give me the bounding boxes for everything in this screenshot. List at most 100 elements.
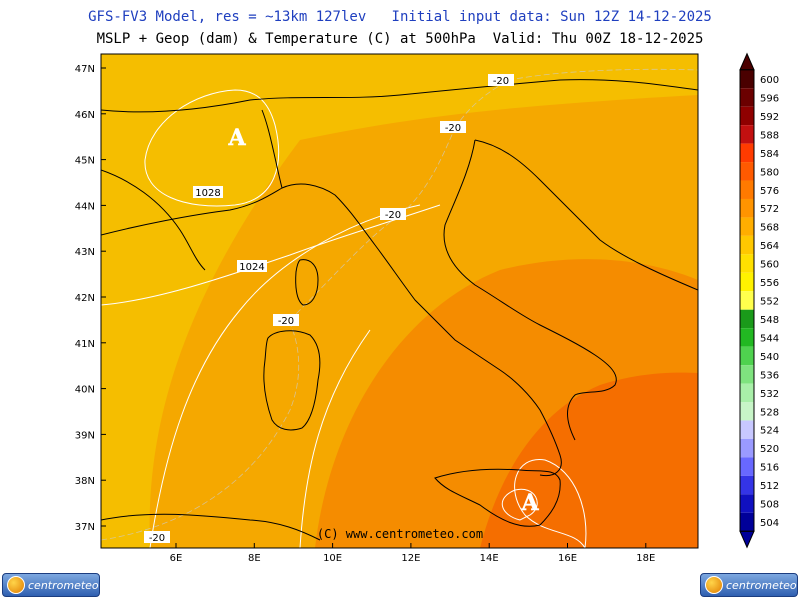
latitude-label: 44N	[75, 201, 95, 212]
colorbar-label: 576	[760, 186, 779, 197]
colorbar-swatch	[740, 235, 754, 255]
isobar-inner-south	[502, 488, 538, 521]
colorbar-label: 572	[760, 204, 779, 215]
latitude-label: 42N	[75, 293, 95, 304]
isobar-1024b	[149, 204, 421, 548]
longitude-label: 10E	[323, 553, 342, 564]
colorbar-label: 548	[760, 315, 779, 326]
north-africa-coast	[101, 513, 321, 541]
colorbar-bottom-arrow	[739, 530, 755, 549]
latitude-label: 41N	[75, 339, 95, 350]
colorbar-label: 552	[760, 297, 779, 308]
colorbar-label: 556	[760, 278, 779, 289]
colorbar-label: 504	[760, 518, 779, 529]
colorbar-label: 508	[760, 500, 779, 511]
latitude-label: 46N	[75, 110, 95, 121]
longitude-label: 16E	[558, 553, 577, 564]
colorbar-label: 540	[760, 352, 779, 363]
latitude-label: 45N	[75, 156, 95, 167]
coastlines-borders	[101, 79, 698, 541]
colorbar-swatch	[740, 272, 754, 292]
latitude-label: 47N	[75, 64, 95, 75]
high-pressure-marker: A	[227, 125, 246, 151]
isobar-1028	[144, 89, 280, 207]
isobar-label: 1024	[239, 262, 264, 273]
chart-subtitle: MSLP + Geop (dam) & Temperature (C) at 5…	[96, 31, 704, 47]
colorbar-swatch	[740, 198, 754, 218]
colorbar-swatch	[740, 512, 754, 532]
logo-left-text: centrometeo	[28, 578, 99, 592]
longitude-label: 14E	[480, 553, 499, 564]
temp-contour-b	[289, 127, 456, 321]
isobar-label: 1028	[195, 188, 220, 199]
globe-icon	[7, 576, 25, 594]
colorbar-label: 512	[760, 481, 779, 492]
colorbar-label: 600	[760, 75, 779, 86]
temp-label: -20	[278, 316, 294, 327]
isobar-label-group: 1028 1024	[193, 186, 267, 273]
temp-label: -20	[385, 210, 401, 221]
colorbar-label: 564	[760, 241, 779, 252]
france-coast	[101, 169, 206, 271]
colorbar-swatch	[740, 383, 754, 403]
logo-right-text: centrometeo	[726, 578, 797, 592]
colorbar-swatch	[740, 420, 754, 439]
colorbar-label: 544	[760, 333, 779, 344]
colorbar-swatch	[740, 475, 754, 495]
temp-label-group: -20 -20 -20 -20 -20	[144, 74, 514, 544]
colorbar-swatch	[740, 88, 754, 107]
colorbar-swatch	[740, 254, 754, 273]
isobar-1020	[299, 329, 371, 548]
colorbar-label: 592	[760, 112, 779, 123]
colorbar-swatch	[740, 494, 754, 513]
colorbar-swatch	[740, 69, 754, 89]
temp-label: -20	[149, 533, 165, 544]
high-pressure-marker: A	[520, 490, 539, 516]
colorbar-swatch	[740, 125, 754, 144]
latitude-labels: 47N 46N 45N 44N 43N 42N 41N 40N 39N 38N 37N	[75, 64, 106, 533]
map-frame	[100, 53, 699, 549]
colorbar-label: 560	[760, 260, 779, 271]
latitude-label: 40N	[75, 385, 95, 396]
colorbar-swatch	[740, 438, 754, 458]
temp-contour-a	[101, 314, 299, 541]
geop-zone-576	[480, 372, 698, 548]
latitude-label: 37N	[75, 522, 95, 533]
geopotential-colorbar: 600 596 592 588 584 580 576 572 568 564 560 556 552 5…	[739, 52, 779, 549]
colorbar-swatch	[740, 457, 754, 476]
colorbar-label: 516	[760, 463, 779, 474]
temp-label: -20	[445, 123, 461, 134]
isobar-1024	[101, 204, 441, 306]
temp-label: -20	[493, 76, 509, 87]
colorbar-label: 596	[760, 93, 779, 104]
colorbar-swatch	[740, 180, 754, 199]
alpine-border	[101, 79, 698, 113]
map-area: -20 -20 -20 -20 -20 1028 1024 A A (C) ww…	[101, 54, 698, 548]
colorbar-label: 528	[760, 407, 779, 418]
colorbar-swatch	[740, 291, 754, 310]
logo-right[interactable]: centrometeo	[700, 573, 798, 597]
colorbar-label: 568	[760, 223, 779, 234]
colorbar-label: 536	[760, 370, 779, 381]
colorbar-label: 520	[760, 444, 779, 455]
colorbar-frame	[739, 69, 755, 532]
colorbar-swatch	[740, 328, 754, 347]
model-title: GFS-FV3 Model, res = ~13km 127lev Initia…	[88, 9, 712, 25]
longitude-label: 6E	[170, 553, 183, 564]
latitude-label: 39N	[75, 430, 95, 441]
sicily	[434, 468, 561, 527]
longitude-label: 12E	[401, 553, 420, 564]
balkan-coast	[474, 139, 698, 291]
corsica	[295, 259, 319, 306]
colorbar-swatch	[740, 309, 754, 329]
colorbar-swatch	[740, 143, 754, 163]
colorbar-swatch	[740, 365, 754, 384]
high-pressure-markers: A A	[227, 125, 540, 517]
colorbar-swatch	[740, 402, 754, 421]
colorbar-swatch	[740, 217, 754, 236]
longitude-label: 8E	[248, 553, 261, 564]
logo-left[interactable]: centrometeo	[2, 573, 100, 597]
colorbar-label: 532	[760, 389, 779, 400]
longitude-labels: 6E 8E 10E 12E 14E 16E 18E	[170, 543, 655, 564]
